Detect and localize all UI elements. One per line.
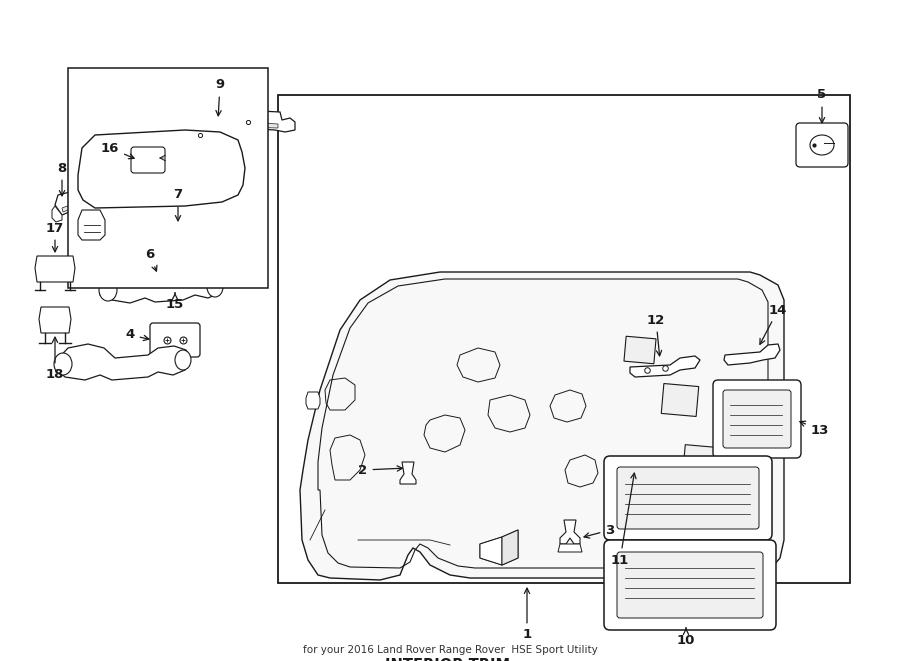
Text: 16: 16 [101, 141, 134, 159]
FancyBboxPatch shape [723, 390, 791, 448]
Polygon shape [155, 110, 295, 158]
Text: 5: 5 [817, 89, 826, 123]
Text: 11: 11 [611, 473, 636, 566]
FancyBboxPatch shape [604, 540, 776, 630]
Text: 9: 9 [215, 79, 225, 116]
Polygon shape [78, 130, 245, 208]
Polygon shape [135, 192, 258, 238]
Polygon shape [168, 122, 278, 154]
Polygon shape [52, 206, 62, 222]
Bar [68, 68, 268, 288]
Polygon shape [35, 256, 75, 282]
Text: 15: 15 [166, 293, 184, 311]
Polygon shape [560, 520, 580, 544]
Bar [624, 336, 656, 364]
Text: 2: 2 [358, 463, 402, 477]
Polygon shape [558, 544, 582, 552]
Text: 14: 14 [760, 303, 788, 344]
Text: 6: 6 [146, 249, 157, 271]
FancyBboxPatch shape [604, 456, 772, 540]
Bar [605, 463, 645, 498]
Polygon shape [306, 392, 320, 409]
Text: for your 2016 Land Rover Range Rover  HSE Sport Utility: for your 2016 Land Rover Range Rover HSE… [302, 645, 598, 655]
Polygon shape [502, 530, 518, 565]
FancyBboxPatch shape [713, 380, 801, 458]
Polygon shape [480, 530, 518, 565]
Polygon shape [248, 193, 265, 208]
Text: 10: 10 [677, 628, 695, 646]
Polygon shape [55, 175, 172, 215]
Polygon shape [400, 462, 416, 484]
Text: 1: 1 [522, 588, 532, 641]
Polygon shape [78, 210, 105, 240]
FancyBboxPatch shape [796, 123, 848, 167]
FancyBboxPatch shape [617, 467, 759, 529]
Text: 13: 13 [800, 421, 829, 436]
FancyBboxPatch shape [150, 323, 200, 357]
Polygon shape [39, 307, 71, 333]
FancyBboxPatch shape [131, 147, 165, 173]
Bar [278, 95, 850, 583]
Bar [683, 445, 717, 475]
Polygon shape [62, 180, 165, 212]
Ellipse shape [207, 277, 223, 297]
Text: 17: 17 [46, 221, 64, 252]
FancyBboxPatch shape [617, 552, 763, 618]
Polygon shape [100, 268, 225, 303]
Text: 3: 3 [584, 524, 615, 538]
Polygon shape [55, 344, 190, 380]
Text: 12: 12 [647, 313, 665, 356]
Polygon shape [480, 537, 502, 565]
Text: 4: 4 [125, 329, 148, 342]
Ellipse shape [54, 353, 72, 375]
Ellipse shape [175, 350, 191, 370]
Text: INTERIOR TRIM.: INTERIOR TRIM. [384, 658, 516, 661]
Polygon shape [300, 272, 784, 580]
Ellipse shape [99, 279, 117, 301]
Text: 18: 18 [46, 337, 64, 381]
Polygon shape [630, 356, 700, 377]
Text: 7: 7 [174, 188, 183, 221]
Text: 8: 8 [58, 161, 67, 196]
Polygon shape [724, 344, 780, 365]
Bar [662, 383, 698, 416]
